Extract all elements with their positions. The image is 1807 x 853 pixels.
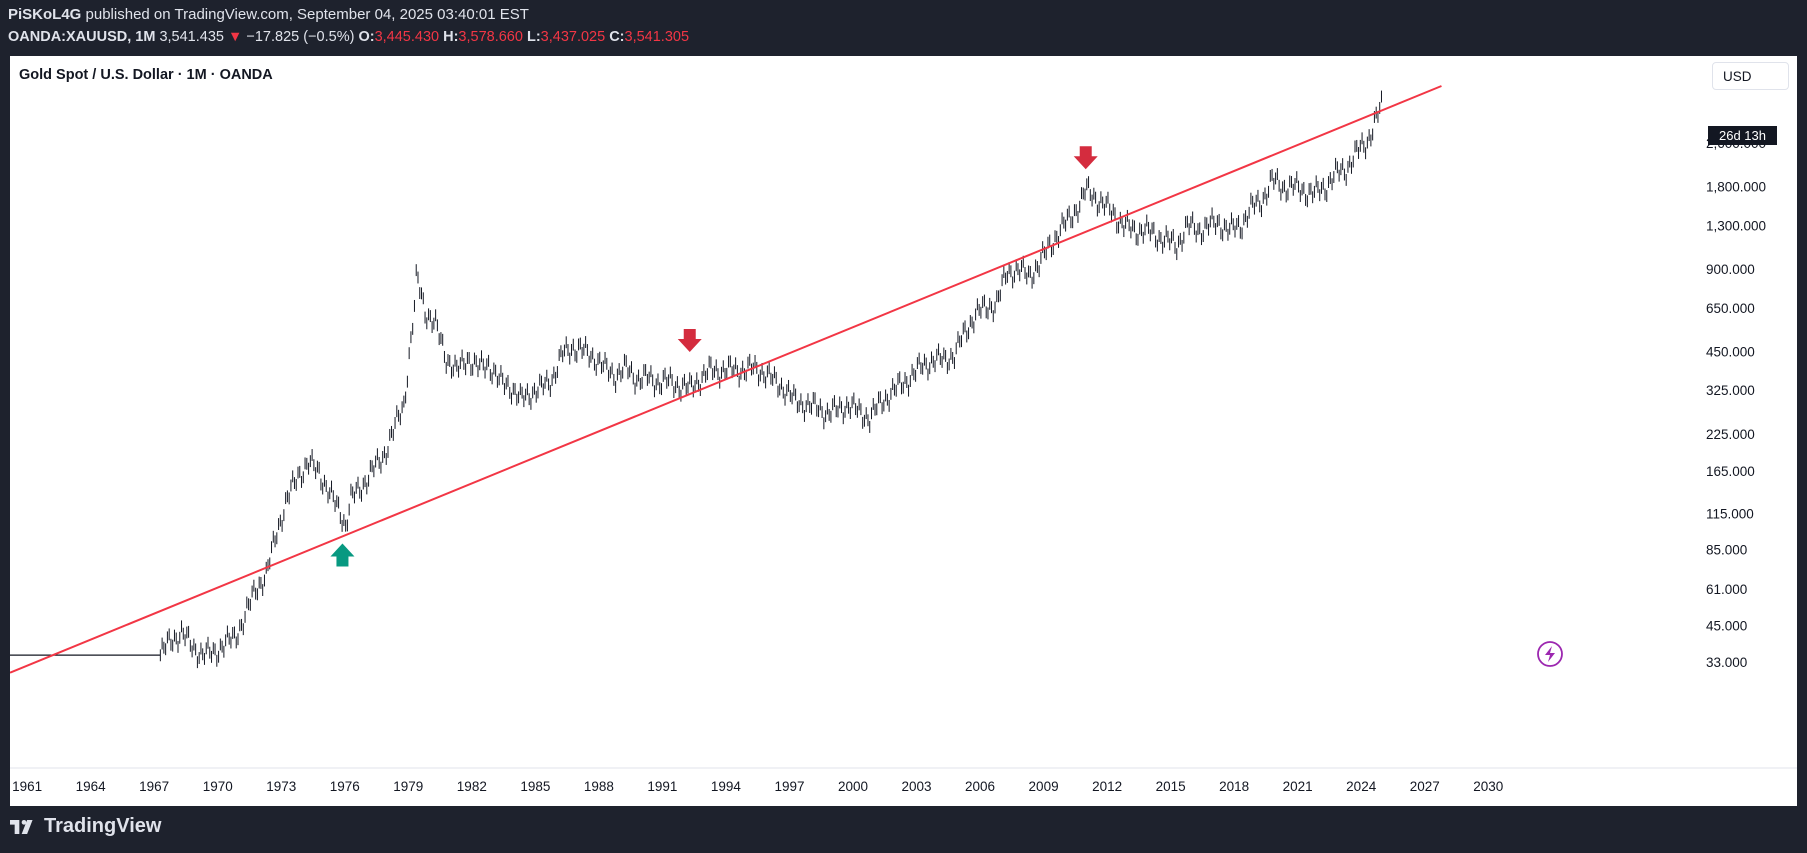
y-tick-label: 450.000 xyxy=(1706,345,1755,360)
x-tick-label: 1961 xyxy=(12,779,42,794)
x-tick-label: 2015 xyxy=(1156,779,1186,794)
x-tick-label: 2030 xyxy=(1473,779,1503,794)
down-triangle-icon: ▼ xyxy=(228,29,243,45)
y-tick-label: 115.000 xyxy=(1706,507,1754,522)
y-tick-label: 325.000 xyxy=(1706,383,1755,398)
lightning-bolt-shape xyxy=(1545,646,1555,662)
y-tick-label: 45.000 xyxy=(1706,618,1747,633)
x-tick-label: 2006 xyxy=(965,779,995,794)
y-tick-label: 61.000 xyxy=(1706,582,1747,597)
high-label: H: xyxy=(443,29,459,45)
trendline xyxy=(10,85,1442,674)
symbol-label: OANDA:XAUUSD, 1M xyxy=(8,29,156,45)
y-tick-label: 85.000 xyxy=(1706,543,1747,558)
chart-title: Gold Spot / U.S. Dollar · 1M · OANDA xyxy=(19,67,273,83)
y-tick-label: 165.000 xyxy=(1706,464,1755,479)
y-tick-label: 225.000 xyxy=(1706,427,1755,442)
currency-button[interactable]: USD xyxy=(1712,62,1789,90)
tradingview-icon xyxy=(10,819,33,834)
bar-countdown: 26d 13h xyxy=(1708,126,1777,145)
price-chart[interactable]: 33.000 45.000 61.000 85.000 115.000 165.000 22… xyxy=(10,56,1797,806)
x-tick-label: 1967 xyxy=(139,779,169,794)
close-value: 3,541.305 xyxy=(624,29,690,45)
price-change: −17.825 (−0.5%) xyxy=(246,29,355,45)
up-arrow-icon xyxy=(330,543,355,567)
x-tick-label: 1988 xyxy=(584,779,614,794)
x-tick-label: 2009 xyxy=(1029,779,1059,794)
x-tick-label: 2018 xyxy=(1219,779,1249,794)
x-tick-label: 1976 xyxy=(330,779,360,794)
y-tick-label: 1,300.000 xyxy=(1706,218,1766,233)
close-label: C: xyxy=(609,29,625,45)
ohlc-bar: OANDA:XAUUSD, 1M 3,541.435 ▼ −17.825 (−0… xyxy=(8,29,689,45)
x-tick-label: 1997 xyxy=(774,779,804,794)
high-value: 3,578.660 xyxy=(458,29,523,45)
chart-panel[interactable]: 33.000 45.000 61.000 85.000 115.000 165.000 22… xyxy=(10,56,1797,806)
x-tick-label: 1964 xyxy=(76,779,107,794)
x-tick-label: 1985 xyxy=(520,779,550,794)
tradingview-logo[interactable]: TradingView xyxy=(10,815,161,838)
x-tick-label: 2027 xyxy=(1410,779,1440,794)
down-arrow-icon xyxy=(677,328,702,352)
author-name[interactable]: PiSKoL4G xyxy=(8,6,82,23)
x-tick-label: 2000 xyxy=(838,779,868,794)
y-tick-label: 900.000 xyxy=(1706,262,1755,277)
price-bars xyxy=(10,90,1382,669)
x-tick-label: 1994 xyxy=(711,779,742,794)
x-tick-label: 2012 xyxy=(1092,779,1122,794)
publish-info: PiSKoL4G published on TradingView.com, S… xyxy=(8,6,529,23)
x-tick-label: 1979 xyxy=(393,779,423,794)
open-value: 3,445.430 xyxy=(374,29,440,45)
x-tick-label: 1973 xyxy=(266,779,296,794)
y-tick-label: 1,800.000 xyxy=(1706,180,1766,195)
brand-name: TradingView xyxy=(44,815,162,837)
x-tick-label: 1970 xyxy=(203,779,233,794)
low-label: L: xyxy=(526,29,541,45)
published-text: published on TradingView.com, September … xyxy=(85,6,529,23)
x-tick-label: 2021 xyxy=(1283,779,1313,794)
x-tick-label: 1982 xyxy=(457,779,487,794)
low-value: 3,437.025 xyxy=(540,29,606,45)
open-label: O: xyxy=(358,29,375,45)
last-price: 3,541.435 xyxy=(159,29,224,45)
x-tick-label: 1991 xyxy=(647,779,677,794)
y-tick-label: 33.000 xyxy=(1706,655,1747,670)
down-arrow-icon xyxy=(1073,146,1098,170)
y-tick-label: 650.000 xyxy=(1706,301,1755,316)
x-tick-label: 2003 xyxy=(901,779,931,794)
lightning-icon xyxy=(1537,641,1563,667)
x-tick-label: 2024 xyxy=(1346,779,1377,794)
